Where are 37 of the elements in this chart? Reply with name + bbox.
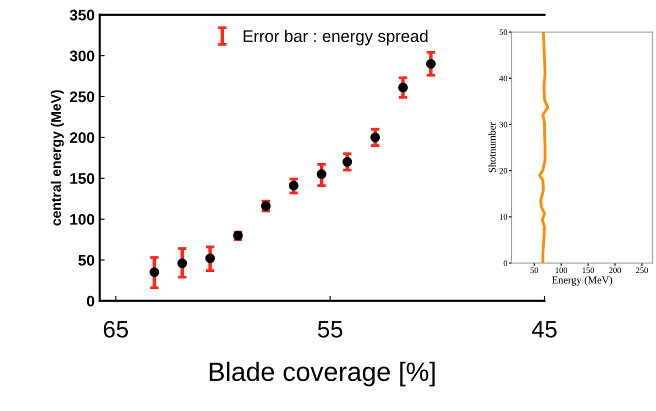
y-tick-label: 50 <box>78 254 94 266</box>
y-tick-label: 350 <box>70 10 94 21</box>
x-tick-label: 200 <box>609 267 621 274</box>
x-tick-label: 65 <box>104 320 128 338</box>
y-axis-title: central energy (MeV) <box>50 90 64 226</box>
x-axis-title: Energy (MeV) <box>552 276 612 286</box>
y-tick-label: 10 <box>500 214 508 220</box>
point <box>288 180 299 190</box>
point <box>150 267 160 278</box>
line-series <box>538 32 550 264</box>
x-tick-label: 100 <box>556 267 568 274</box>
x-tick-label: 250 <box>636 267 648 274</box>
y-tick-label: 0 <box>504 260 508 266</box>
y-tick-label: 150 <box>70 173 94 184</box>
point <box>316 169 326 180</box>
point <box>398 82 408 92</box>
x-axis-title: Blade coverage [%] <box>210 362 435 386</box>
y-tick-label: 20 <box>500 168 508 174</box>
point <box>370 132 380 142</box>
x-tick-label: 45 <box>532 321 557 338</box>
point <box>342 157 352 167</box>
x-tick-label: 50 <box>530 267 538 274</box>
y-axis-title: Shotnumber <box>488 122 496 172</box>
y-tick-label: 0 <box>86 296 94 307</box>
y-tick-label: 30 <box>500 122 508 128</box>
y-tick-label: 40 <box>499 76 508 82</box>
y-tick-label: 200 <box>70 132 94 144</box>
series-label: Error bar : energy spread <box>244 30 428 46</box>
point <box>205 253 215 264</box>
x-tick-label: 150 <box>582 267 594 274</box>
x-tick-label: 55 <box>318 321 342 338</box>
point <box>177 258 188 268</box>
y-tick-label: 100 <box>70 214 94 225</box>
y-tick-label: 300 <box>70 50 94 62</box>
y-tick-label: 50 <box>500 29 508 36</box>
y-tick-label: 250 <box>70 91 94 102</box>
point <box>426 58 436 69</box>
